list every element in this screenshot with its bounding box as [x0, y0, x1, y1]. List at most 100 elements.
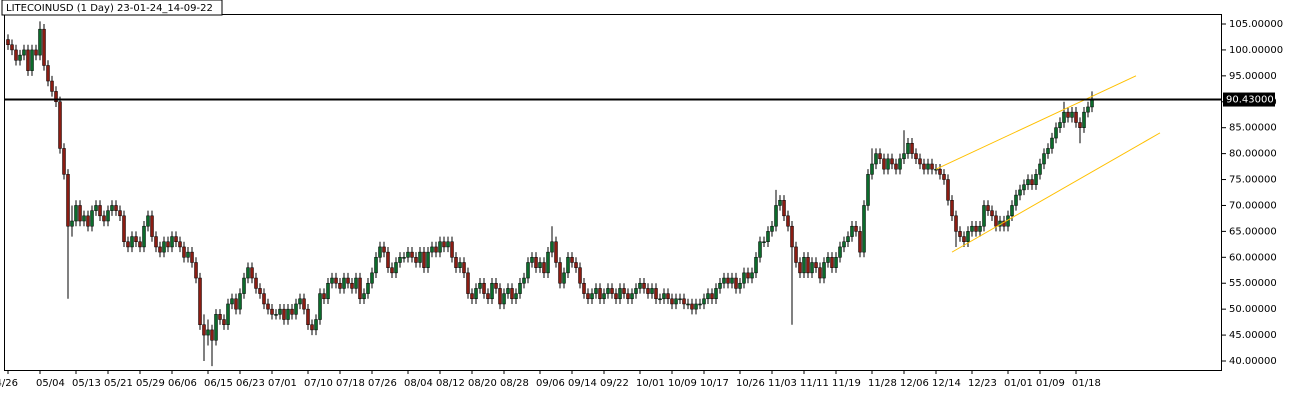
candle-body	[986, 205, 990, 211]
trendline	[935, 75, 1137, 170]
candle-body	[358, 277, 362, 300]
candle-body	[990, 210, 994, 217]
candle-body	[978, 225, 982, 232]
candle-body	[310, 324, 314, 331]
candle-body	[1014, 194, 1018, 206]
candle-body	[518, 282, 522, 294]
candle-body	[258, 288, 262, 294]
candle-body	[486, 293, 490, 300]
candle-body	[462, 262, 466, 274]
candle-body	[830, 257, 834, 268]
candle-body	[1026, 179, 1030, 185]
candle-body	[826, 257, 830, 263]
candle-body	[74, 205, 78, 222]
candle-body	[958, 231, 962, 237]
candle-body	[914, 153, 918, 160]
candle-body	[842, 241, 846, 248]
candle-body	[410, 251, 414, 258]
candle-body	[118, 210, 122, 217]
candle-body	[374, 257, 378, 274]
candle-body	[858, 231, 862, 253]
candle-body	[230, 298, 234, 305]
candle-body	[354, 277, 358, 289]
candle-body	[398, 257, 402, 263]
candle-body	[1066, 111, 1070, 118]
candle-body	[682, 298, 686, 305]
candle-body	[122, 215, 126, 243]
y-tick-label: 100.00000	[1229, 45, 1283, 56]
candle-body	[482, 282, 486, 294]
candle-body	[774, 205, 778, 227]
candle-body	[822, 262, 826, 279]
x-tick-label: 09/14	[568, 378, 597, 389]
candle-body	[434, 246, 438, 253]
candle-body	[602, 293, 606, 300]
candle-body	[702, 298, 706, 305]
candle-body	[690, 303, 694, 310]
candle-body	[754, 257, 758, 274]
candle-body	[378, 246, 382, 258]
candle-body	[938, 168, 942, 175]
y-tick-label: 65.00000	[1229, 226, 1277, 237]
candle-body	[198, 277, 202, 325]
candle-body	[262, 293, 266, 305]
x-tick-label: 07/01	[268, 378, 297, 389]
candle-body	[106, 210, 110, 222]
candle-body	[278, 308, 282, 315]
candle-body	[22, 49, 26, 56]
candle-body	[18, 54, 22, 61]
candle-body	[934, 168, 938, 171]
candle-body	[78, 205, 82, 222]
candle-body	[62, 148, 66, 175]
candle-body	[146, 215, 150, 227]
y-tick-label: 80.00000	[1229, 149, 1277, 160]
y-tick-label: 75.00000	[1229, 175, 1277, 186]
candle-body	[582, 282, 586, 294]
x-tick-label: 08/12	[436, 378, 465, 389]
candle-body	[1010, 205, 1014, 217]
candle-body	[802, 257, 806, 274]
x-tick-label: 4/26	[0, 378, 18, 389]
candle-body	[98, 205, 102, 217]
candle-body	[218, 314, 222, 320]
x-tick-label: 11/28	[868, 378, 897, 389]
candle-body	[850, 225, 854, 237]
candle-body	[758, 241, 762, 258]
candle-body	[966, 231, 970, 243]
candle-body	[750, 272, 754, 279]
candle-body	[466, 272, 470, 294]
candle-body	[946, 179, 950, 201]
x-tick-label: 05/13	[72, 378, 101, 389]
candle-body	[854, 225, 858, 232]
candle-body	[6, 39, 10, 45]
x-tick-label: 06/23	[236, 378, 265, 389]
y-tick-label: 55.00000	[1229, 278, 1277, 289]
x-tick-label: 10/01	[636, 378, 665, 389]
x-tick-label: 11/11	[800, 378, 829, 389]
candle-body	[406, 251, 410, 258]
candle-body	[326, 282, 330, 300]
price-label: 90.43000	[1226, 95, 1274, 106]
candle-body	[726, 277, 730, 284]
candle-body	[970, 225, 974, 232]
candle-body	[834, 257, 838, 268]
candle-body	[494, 282, 498, 289]
candle-body	[390, 267, 394, 274]
candle-body	[546, 251, 550, 274]
candle-body	[910, 142, 914, 154]
x-tick-label: 12/06	[900, 378, 929, 389]
candle-body	[246, 267, 250, 279]
candle-body	[306, 308, 310, 325]
x-tick-label: 11/19	[832, 378, 861, 389]
candle-body	[1090, 99, 1094, 108]
candle-body	[634, 288, 638, 294]
candle-body	[102, 215, 106, 222]
candle-body	[66, 174, 70, 227]
candle-body	[286, 308, 290, 320]
candle-body	[654, 288, 658, 300]
candle-body	[214, 314, 218, 341]
candle-body	[1046, 148, 1050, 154]
candle-body	[730, 277, 734, 284]
candle-body	[162, 241, 166, 253]
